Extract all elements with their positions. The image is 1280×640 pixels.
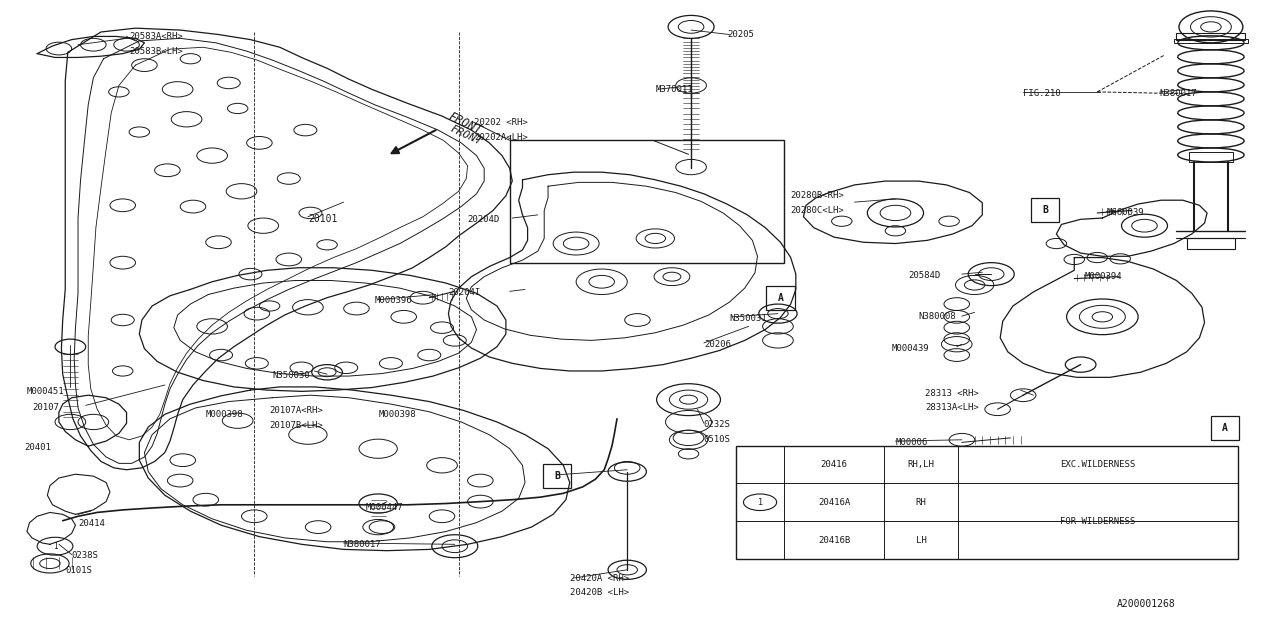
Text: 20416B: 20416B bbox=[818, 536, 850, 545]
Text: 20401: 20401 bbox=[24, 443, 51, 452]
Text: 0232S: 0232S bbox=[704, 420, 731, 429]
Text: 20204I: 20204I bbox=[448, 288, 481, 297]
Text: M000447: M000447 bbox=[365, 504, 403, 513]
Text: M000451: M000451 bbox=[27, 387, 64, 396]
Text: RH,LH: RH,LH bbox=[908, 460, 934, 469]
Bar bbox=[1187, 239, 1235, 248]
Text: 0510S: 0510S bbox=[704, 435, 731, 444]
Text: 1: 1 bbox=[758, 498, 763, 507]
Text: M000439: M000439 bbox=[892, 344, 929, 353]
Bar bbox=[509, 140, 785, 262]
Text: B: B bbox=[1042, 205, 1048, 215]
Text: A: A bbox=[1222, 423, 1228, 433]
Bar bbox=[1176, 33, 1245, 40]
Bar bbox=[736, 445, 1238, 559]
Text: FRONT: FRONT bbox=[445, 110, 484, 138]
Text: 20416: 20416 bbox=[820, 460, 847, 469]
Text: N380017: N380017 bbox=[344, 540, 381, 549]
Text: M00006: M00006 bbox=[896, 438, 928, 447]
Text: FOR WILDERNESS: FOR WILDERNESS bbox=[1060, 516, 1135, 525]
Text: M000398: M000398 bbox=[206, 410, 243, 419]
Text: 20206: 20206 bbox=[704, 340, 731, 349]
Text: N380008: N380008 bbox=[919, 312, 956, 321]
Text: 20583A<RH>: 20583A<RH> bbox=[129, 32, 183, 41]
Text: N350031: N350031 bbox=[730, 314, 767, 323]
Text: RH: RH bbox=[915, 498, 927, 507]
Text: M000398: M000398 bbox=[378, 410, 416, 419]
Text: M000396: M000396 bbox=[374, 296, 412, 305]
Text: 20420A <RH>: 20420A <RH> bbox=[570, 573, 628, 582]
Text: N380017: N380017 bbox=[1160, 90, 1198, 99]
Text: 20416A: 20416A bbox=[818, 498, 850, 507]
Text: A: A bbox=[777, 292, 783, 303]
Text: 20280C<LH>: 20280C<LH> bbox=[791, 206, 845, 215]
Bar bbox=[1030, 198, 1059, 222]
Text: 0238S: 0238S bbox=[72, 551, 99, 560]
Text: 20414: 20414 bbox=[78, 520, 105, 529]
Text: A200001268: A200001268 bbox=[1116, 598, 1175, 609]
Text: 20584D: 20584D bbox=[909, 271, 941, 280]
Text: M660039: M660039 bbox=[1106, 209, 1144, 218]
Text: FIG.210: FIG.210 bbox=[1023, 90, 1061, 99]
Bar bbox=[543, 464, 571, 488]
Text: 20107B<LH>: 20107B<LH> bbox=[270, 420, 324, 429]
Text: 20101: 20101 bbox=[308, 214, 338, 224]
Bar bbox=[1189, 152, 1233, 162]
Text: 28313A<LH>: 28313A<LH> bbox=[925, 403, 979, 412]
Text: LH: LH bbox=[915, 536, 927, 545]
Text: B: B bbox=[554, 471, 559, 481]
Bar bbox=[1174, 39, 1248, 43]
Text: 20420B <LH>: 20420B <LH> bbox=[570, 588, 628, 597]
Text: FRONT: FRONT bbox=[448, 124, 484, 147]
Text: M000394: M000394 bbox=[1084, 272, 1123, 281]
Text: 20583B<LH>: 20583B<LH> bbox=[129, 47, 183, 56]
Text: 20107: 20107 bbox=[32, 403, 59, 412]
Text: 20280B<RH>: 20280B<RH> bbox=[791, 191, 845, 200]
Text: 20204D: 20204D bbox=[467, 215, 499, 224]
Text: M370011: M370011 bbox=[655, 85, 692, 94]
Text: N350030: N350030 bbox=[273, 371, 310, 380]
Bar bbox=[767, 285, 795, 310]
Text: 20107A<RH>: 20107A<RH> bbox=[270, 406, 324, 415]
Text: 20202A<LH>: 20202A<LH> bbox=[474, 132, 527, 141]
Text: 20202 <RH>: 20202 <RH> bbox=[474, 118, 527, 127]
Text: 1: 1 bbox=[52, 541, 58, 550]
Bar bbox=[1211, 416, 1239, 440]
Text: 20205: 20205 bbox=[727, 30, 754, 39]
Text: EXC.WILDERNESS: EXC.WILDERNESS bbox=[1060, 460, 1135, 469]
Text: 0101S: 0101S bbox=[65, 566, 92, 575]
Text: 28313 <RH>: 28313 <RH> bbox=[925, 388, 979, 398]
